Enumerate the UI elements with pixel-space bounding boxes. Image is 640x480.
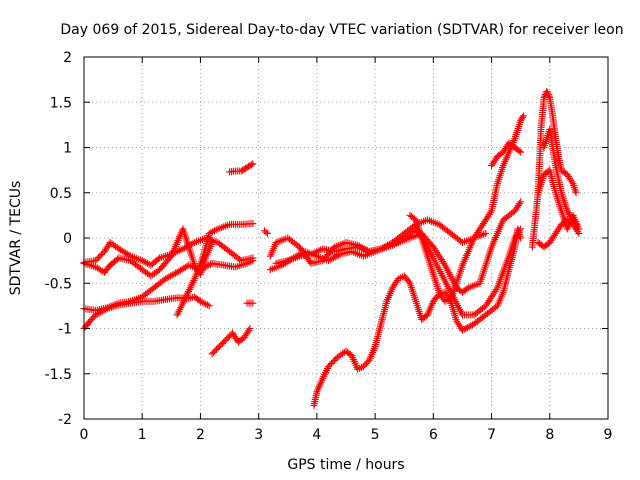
data-point [212, 226, 220, 234]
data-point [224, 334, 232, 342]
data-point [329, 358, 337, 366]
data-point [89, 314, 97, 322]
series-track-o [488, 139, 525, 170]
x-tick-label: 0 [80, 427, 89, 443]
y-tick-label: 1.5 [50, 95, 72, 111]
data-point [218, 340, 226, 348]
data-point [361, 361, 369, 369]
data-point [249, 160, 257, 168]
y-tick-label: -1 [58, 322, 72, 338]
plot-frame [83, 56, 609, 420]
x-tick-labels: 0 1 2 3 4 5 6 7 8 9 [80, 427, 613, 443]
data-point [205, 302, 213, 310]
x-axis-label: GPS time / hours [287, 457, 404, 473]
series-track-e [173, 220, 257, 319]
x-tick-label: 5 [371, 427, 380, 443]
data-point [572, 189, 580, 197]
data-point [203, 301, 211, 309]
data-point [517, 148, 525, 156]
series-track-b [80, 225, 216, 280]
data-markers [80, 87, 583, 409]
series-track-g [226, 160, 257, 176]
data-point [327, 359, 335, 367]
y-tick-label: 0.5 [50, 186, 72, 202]
x-tick-label: 1 [138, 427, 147, 443]
data-point [335, 251, 343, 259]
data-point [544, 91, 552, 99]
data-point [249, 257, 257, 265]
series-track-h [243, 299, 257, 307]
data-point [97, 251, 105, 259]
data-point [543, 87, 551, 95]
x-tick-label: 3 [254, 427, 263, 443]
data-point [515, 147, 523, 155]
data-point [92, 257, 100, 265]
data-point [226, 332, 234, 340]
x-tick-label: 7 [487, 427, 496, 443]
series-track-n [406, 112, 528, 305]
y-tick-labels: -2 -1.5 -1 -0.5 0 0.5 1 1.5 2 [45, 50, 72, 428]
data-point [215, 342, 223, 350]
y-tick-label: 0 [63, 231, 72, 247]
data-point [95, 254, 103, 262]
data-point [517, 234, 525, 242]
data-point [87, 316, 95, 324]
series-track-p [528, 87, 580, 251]
data-point [249, 220, 257, 228]
data-point [86, 317, 94, 325]
data-point [263, 229, 271, 237]
chart-title: Day 069 of 2015, Sidereal Day-to-day VTE… [60, 22, 623, 38]
data-point [520, 112, 528, 120]
data-point [246, 325, 254, 332]
data-point [325, 363, 333, 371]
data-point [249, 299, 257, 307]
data-point [223, 335, 231, 343]
data-point [326, 361, 334, 369]
data-point [359, 363, 367, 371]
data-point [306, 258, 314, 266]
y-tick-label: 1 [63, 141, 72, 157]
data-point [96, 252, 104, 260]
data-point [545, 92, 553, 100]
y-tick-label: -0.5 [45, 276, 72, 292]
data-point [221, 337, 229, 345]
data-point [208, 239, 216, 247]
data-point [330, 356, 338, 364]
data-point [214, 344, 222, 352]
data-point [212, 345, 220, 353]
series-track-i [260, 227, 271, 237]
data-point [211, 347, 219, 355]
series-track-s [534, 216, 583, 251]
data-point [93, 255, 101, 263]
series-track-f [208, 325, 254, 358]
data-point [519, 113, 527, 121]
data-point [208, 350, 216, 358]
x-tick-label: 9 [604, 427, 613, 443]
data-point [220, 338, 228, 346]
data-point [482, 229, 490, 237]
data-point [247, 161, 255, 169]
data-point [102, 305, 110, 313]
data-point [362, 359, 370, 367]
x-tick-label: 6 [429, 427, 438, 443]
x-tick-label: 4 [312, 427, 321, 443]
data-point [217, 341, 225, 349]
data-point [262, 228, 270, 236]
y-tick-label: 2 [63, 50, 72, 66]
y-tick-label: -1.5 [45, 367, 72, 383]
data-point [364, 358, 372, 366]
data-point [517, 198, 525, 206]
y-tick-label: -2 [58, 412, 72, 428]
x-tick-label: 2 [196, 427, 205, 443]
x-tick-label: 8 [545, 427, 554, 443]
data-point [575, 229, 583, 237]
y-axis-label: SDTVAR / TECUs [8, 181, 24, 296]
data-point [210, 348, 218, 356]
data-point [544, 89, 552, 97]
